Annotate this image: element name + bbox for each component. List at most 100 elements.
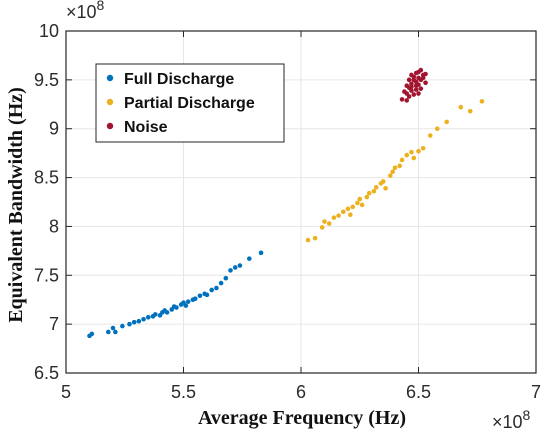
data-point	[127, 321, 132, 327]
data-point	[409, 84, 414, 89]
data-point	[232, 265, 238, 270]
y-tick-label: 8	[49, 216, 59, 236]
data-point	[423, 80, 428, 86]
data-point	[364, 194, 370, 200]
y-axis-title: Equivalent Bandwidth (Hz)	[5, 87, 27, 323]
data-point	[305, 237, 311, 243]
data-point	[359, 202, 365, 208]
data-point	[420, 145, 426, 151]
data-point	[418, 86, 424, 91]
data-point	[416, 82, 421, 88]
data-point	[164, 310, 170, 315]
data-point	[141, 316, 146, 322]
data-point	[406, 77, 412, 83]
data-point	[397, 163, 403, 169]
data-point	[390, 169, 395, 175]
data-point	[131, 319, 137, 325]
data-point	[153, 312, 158, 317]
y-tick-label: 9.5	[34, 70, 59, 90]
plot-area: 5 5.5 6 6.5 7 6.5 7 7.5 8 8.5 9 9.5 10	[34, 21, 541, 402]
data-point	[392, 165, 398, 171]
x-exponent-label-group: ×108	[492, 407, 531, 432]
legend-label: Full Discharge	[124, 71, 234, 88]
data-point	[345, 206, 351, 212]
data-point	[113, 329, 118, 335]
data-point	[312, 235, 318, 241]
data-point	[348, 212, 353, 218]
data-point	[319, 225, 325, 230]
data-point	[418, 67, 424, 73]
y-tick-label: 8.5	[34, 168, 59, 188]
data-point	[336, 213, 341, 218]
data-point	[120, 323, 125, 329]
legend: Full Discharge Partial Discharge Noise	[95, 63, 285, 143]
data-point	[383, 186, 388, 191]
data-point	[411, 74, 417, 80]
data-point	[185, 299, 191, 304]
data-point	[331, 215, 337, 220]
y-tick-label: 6.5	[34, 363, 59, 383]
data-point	[420, 75, 426, 81]
data-point	[258, 250, 264, 256]
data-point	[247, 256, 252, 261]
data-point	[479, 99, 485, 104]
data-point	[458, 104, 464, 110]
data-point	[89, 331, 95, 337]
series-noise	[399, 67, 428, 103]
data-point	[322, 219, 327, 224]
legend-label: Noise	[124, 119, 168, 136]
data-point	[413, 87, 419, 92]
data-point	[204, 292, 210, 298]
data-point	[413, 70, 419, 76]
data-point	[444, 119, 450, 125]
data-point	[355, 200, 360, 206]
legend-label: Partial Discharge	[124, 95, 255, 112]
x-tick-label: 6.5	[406, 382, 431, 402]
legend-marker	[106, 74, 114, 82]
x-tick-label: 6	[296, 382, 306, 402]
x-tick-label: 5.5	[171, 382, 196, 402]
data-point	[174, 305, 179, 310]
data-point	[192, 296, 198, 302]
data-point	[416, 91, 421, 96]
data-point	[197, 293, 203, 299]
data-point	[435, 126, 440, 132]
y-exponent-label-group: ×108	[66, 0, 105, 22]
data-point	[380, 179, 386, 184]
data-point	[183, 303, 189, 308]
x-tick-label: 7	[531, 382, 541, 402]
data-point	[388, 173, 393, 178]
data-point	[404, 152, 410, 158]
data-point	[411, 92, 417, 97]
data-point	[326, 221, 332, 226]
data-point	[399, 157, 405, 163]
y-exponent-label: ×108	[66, 0, 105, 22]
data-point	[237, 263, 243, 268]
data-point	[357, 196, 363, 202]
y-tick-label: 9	[49, 119, 59, 139]
data-point	[404, 83, 410, 89]
data-point	[228, 268, 233, 273]
data-point	[371, 188, 377, 194]
data-point	[136, 318, 142, 324]
data-point	[110, 325, 116, 331]
data-point	[373, 185, 379, 190]
data-point	[209, 287, 214, 293]
data-point	[350, 204, 356, 210]
data-point	[106, 329, 111, 335]
y-tick-label: 10	[39, 21, 59, 41]
data-point	[214, 285, 219, 291]
x-axis-title: Average Frequency (Hz)	[198, 407, 406, 429]
data-point	[366, 190, 372, 196]
data-point	[409, 88, 414, 93]
legend-box	[95, 63, 285, 143]
series-partial-discharge	[305, 99, 485, 243]
data-point	[218, 280, 224, 286]
data-point	[467, 108, 473, 114]
data-point	[406, 94, 412, 99]
data-point	[423, 71, 428, 77]
data-point	[402, 89, 407, 94]
series-full-discharge	[87, 250, 264, 339]
